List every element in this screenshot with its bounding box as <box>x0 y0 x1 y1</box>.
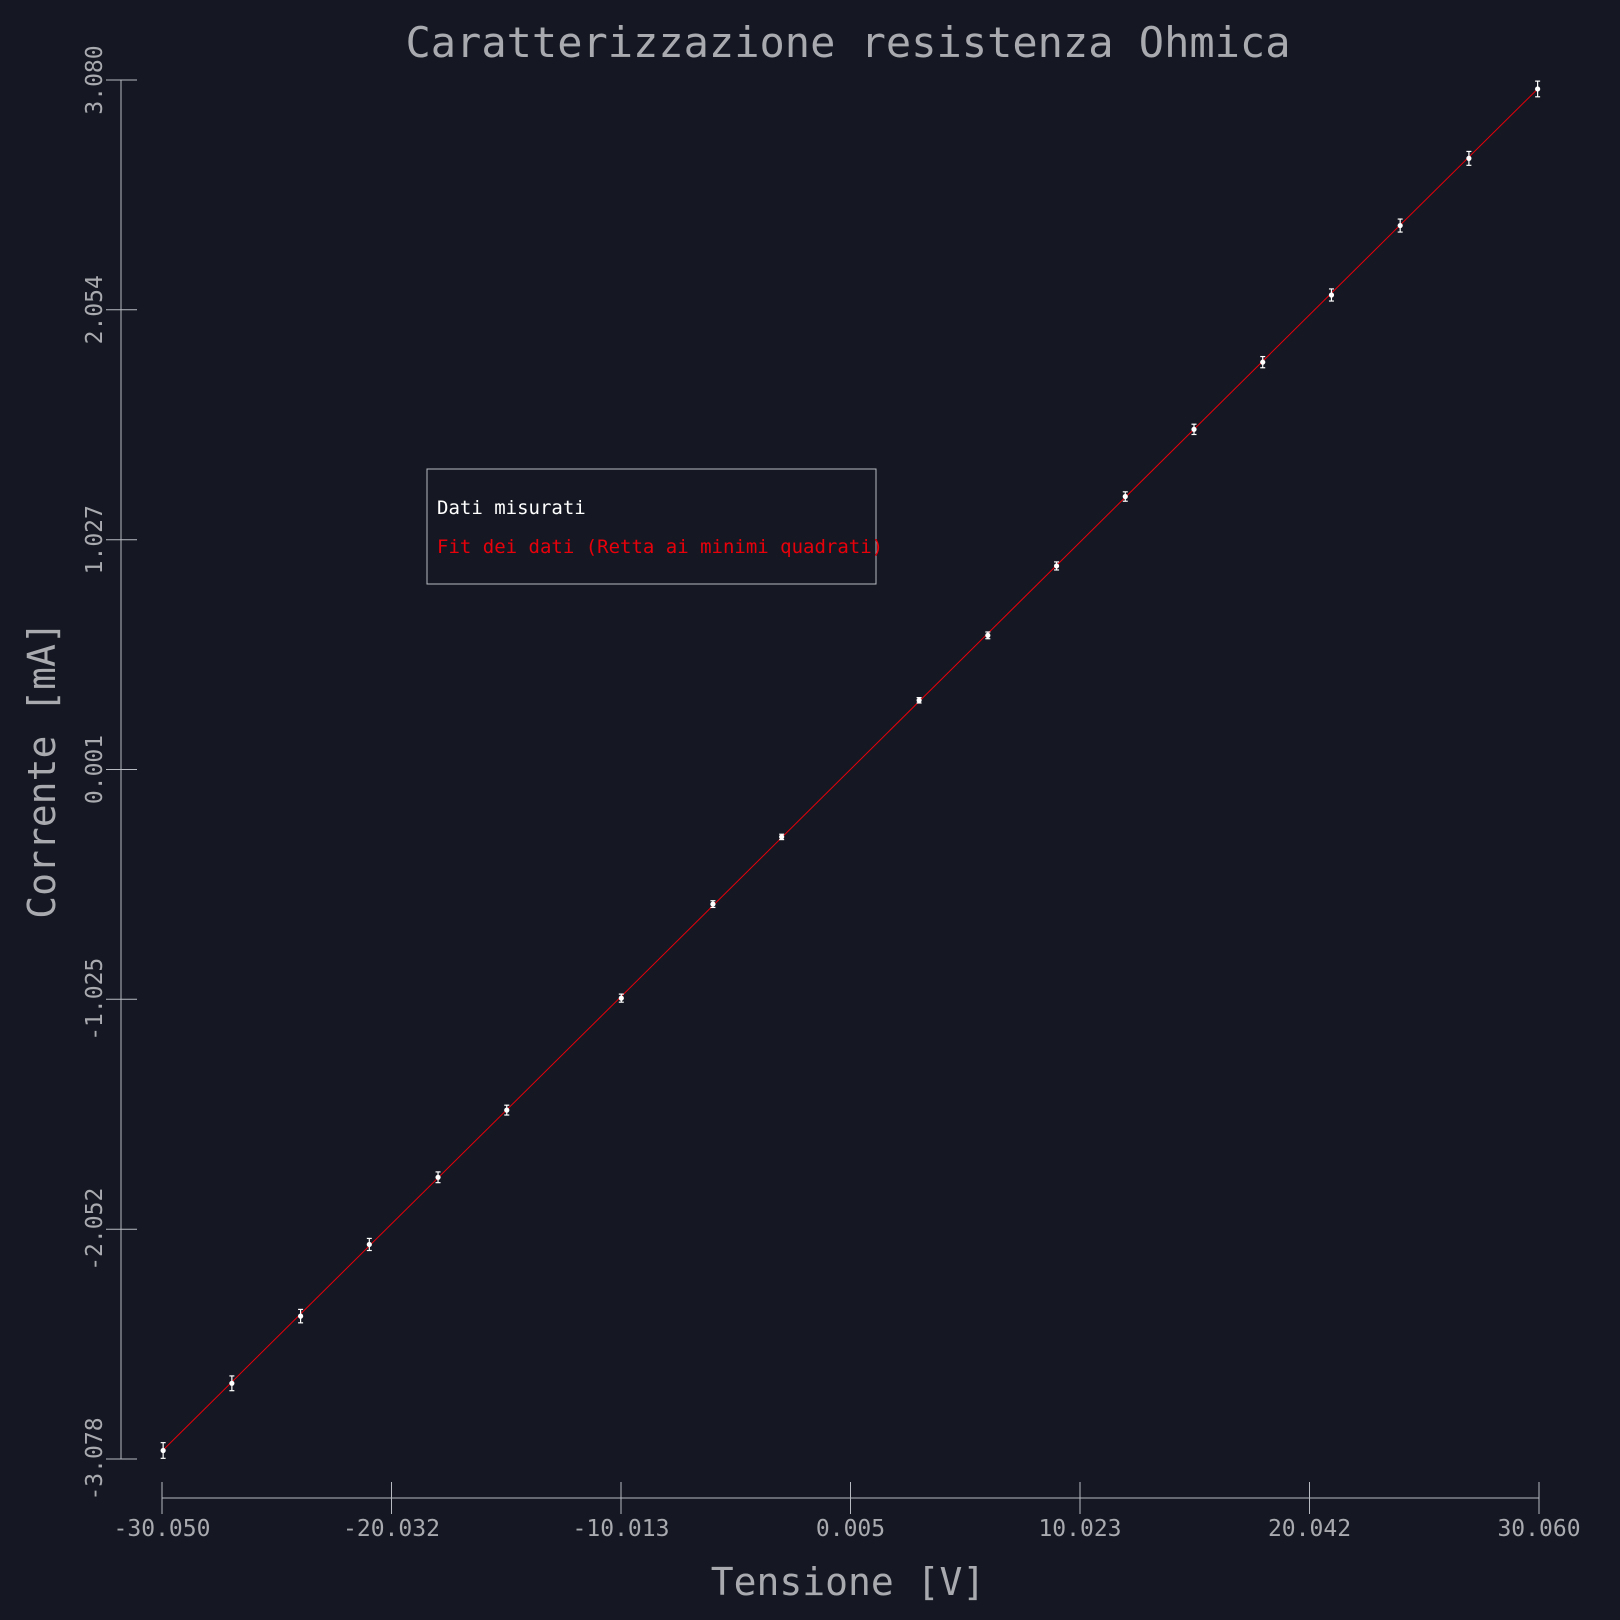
data-point <box>1328 288 1335 302</box>
data-point-marker <box>229 1380 235 1386</box>
y-tick-label: 0.001 <box>82 735 108 804</box>
x-tick-label: -10.013 <box>573 1516 670 1542</box>
data-point-marker <box>1466 155 1472 161</box>
data-point-marker <box>1535 86 1541 92</box>
data-point-marker <box>435 1174 441 1180</box>
data-point-marker <box>1053 563 1060 569</box>
data-point <box>779 833 785 841</box>
data-point <box>504 1104 510 1116</box>
data-point-marker <box>1328 292 1335 298</box>
data-point-marker <box>504 1107 510 1113</box>
data-point-marker <box>1191 426 1197 432</box>
data-point-marker <box>297 1313 304 1319</box>
data-point <box>1122 491 1128 502</box>
data-point-marker <box>1122 493 1128 500</box>
data-point-marker <box>1397 222 1403 229</box>
data-point-marker <box>710 901 716 907</box>
data-point <box>1535 80 1541 98</box>
x-axis-title: Tensione [V] <box>711 1560 986 1604</box>
data-point-marker <box>160 1447 166 1454</box>
data-point-marker <box>916 697 922 703</box>
data-point <box>1260 355 1266 369</box>
data-point <box>1466 150 1472 166</box>
fit-line-layer <box>162 88 1538 1451</box>
data-point <box>710 900 716 909</box>
data-point <box>435 1171 441 1184</box>
y-tick-label: -1.025 <box>82 958 108 1041</box>
data-point <box>160 1442 166 1459</box>
data-points-layer <box>160 80 1541 1459</box>
x-tick-label: 20.042 <box>1268 1516 1351 1542</box>
legend-label-measured: Dati misurati <box>437 497 586 519</box>
x-tick-label: -30.050 <box>114 1516 211 1542</box>
data-point <box>916 697 922 704</box>
y-tick-label: 1.027 <box>82 505 108 574</box>
chart-title: Caratterizzazione resistenza Ohmica <box>405 18 1290 67</box>
data-point <box>985 631 991 640</box>
x-tick-label: 30.060 <box>1497 1516 1580 1542</box>
y-axis: -3.078 -2.052 -1.025 0.001 1.027 2.054 3.080 <box>82 45 137 1501</box>
legend-box <box>426 468 877 585</box>
data-point <box>618 993 624 1003</box>
data-point-marker <box>366 1241 372 1248</box>
data-point <box>1053 561 1060 571</box>
y-axis-title: Corrente [mA] <box>20 621 64 918</box>
x-tick-label: -20.032 <box>343 1516 440 1542</box>
x-axis: -30.050 -20.032 -10.013 0.005 10.023 20.042 30… <box>114 1482 1581 1542</box>
data-point-marker <box>985 632 991 638</box>
data-point <box>229 1375 235 1392</box>
fit-line <box>162 88 1538 1451</box>
data-point <box>1397 218 1403 233</box>
legend: Dati misurati Fit dei dati (Retta ai min… <box>426 468 883 585</box>
legend-label-fit: Fit dei dati (Retta ai minimi quadrati) <box>437 536 883 558</box>
data-point-marker <box>779 834 785 840</box>
data-point-marker <box>1260 359 1266 365</box>
data-point <box>366 1237 372 1252</box>
y-tick-label: 3.080 <box>82 45 108 114</box>
data-point-marker <box>618 995 624 1001</box>
data-point <box>1191 423 1197 436</box>
x-tick-label: 10.023 <box>1038 1516 1121 1542</box>
x-tick-label: 0.005 <box>816 1516 885 1542</box>
y-tick-label: -3.078 <box>82 1417 108 1500</box>
data-point <box>297 1308 304 1324</box>
y-tick-label: 2.054 <box>82 275 108 344</box>
y-tick-label: -2.052 <box>82 1188 108 1271</box>
